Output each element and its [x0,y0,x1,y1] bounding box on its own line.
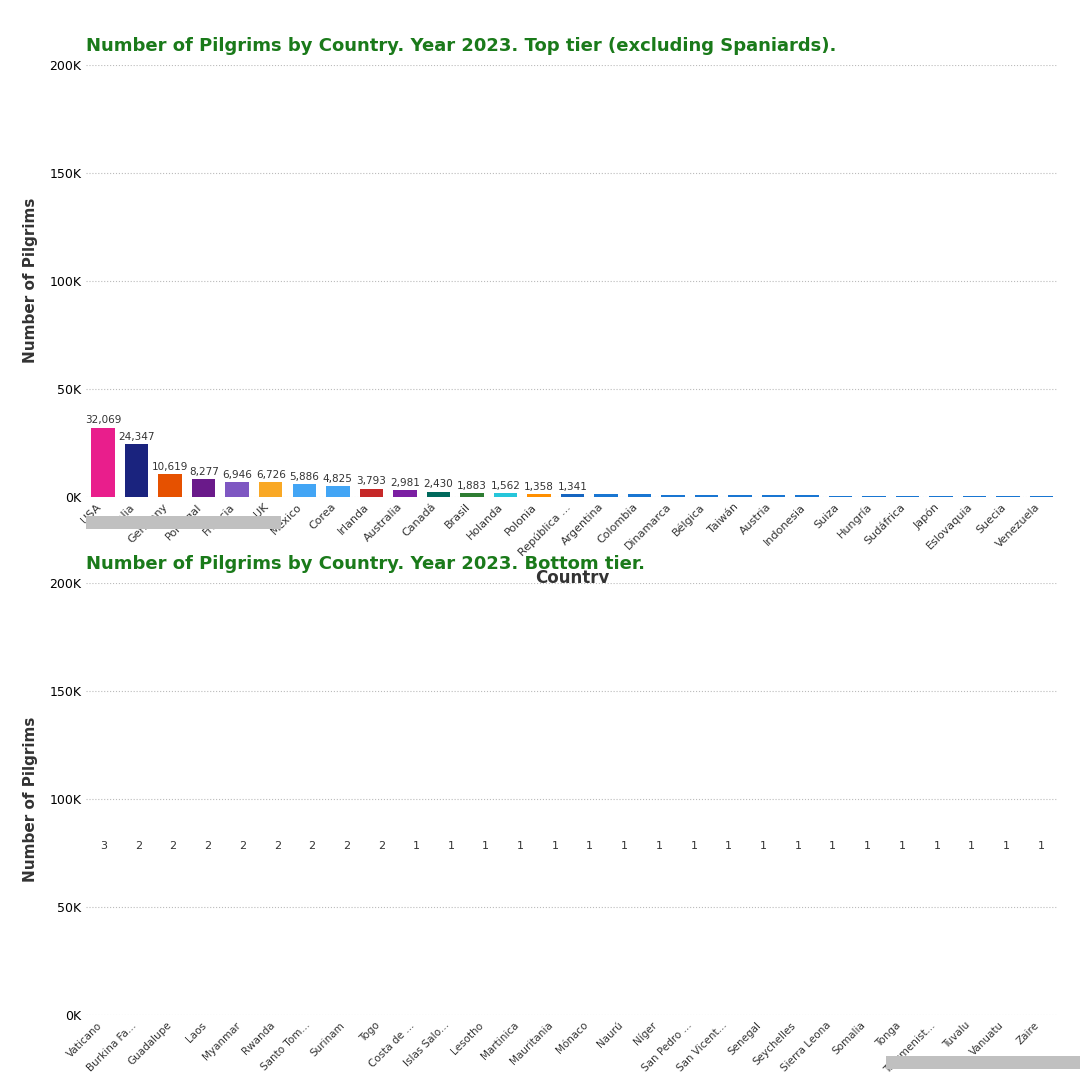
Text: 10,619: 10,619 [152,462,188,472]
Bar [92,428,114,497]
Bar [661,495,685,497]
Text: 1: 1 [933,841,941,851]
Text: 1: 1 [795,841,801,851]
Text: 2: 2 [239,841,246,851]
Bar [125,444,148,497]
Bar [862,496,886,497]
Text: 1: 1 [482,841,489,851]
Text: 2: 2 [343,841,350,851]
Text: 1: 1 [968,841,975,851]
Text: 1,562: 1,562 [490,482,521,491]
Bar [728,495,752,497]
Bar [159,474,181,497]
Text: 8,277: 8,277 [189,467,218,476]
Bar [393,490,417,497]
Text: 3,793: 3,793 [356,476,387,486]
Text: 6,946: 6,946 [222,470,252,480]
Text: 4,825: 4,825 [323,474,353,484]
Bar [895,496,919,497]
Text: 2: 2 [135,841,143,851]
Text: 1: 1 [899,841,906,851]
Y-axis label: Number of Pilgrims: Number of Pilgrims [24,716,39,882]
Bar [561,494,584,497]
Text: 2: 2 [204,841,212,851]
Text: 2: 2 [378,841,386,851]
Bar [259,483,283,497]
Bar [326,486,350,497]
Bar [694,495,718,497]
Bar [192,478,215,497]
Bar [828,496,852,497]
Text: 1: 1 [586,841,593,851]
Bar [795,496,819,497]
Text: 1: 1 [552,841,558,851]
Text: 2,430: 2,430 [423,480,454,489]
X-axis label: Country: Country [536,569,609,586]
Text: 1: 1 [690,841,698,851]
Text: 1,358: 1,358 [524,482,554,491]
Bar [226,482,249,497]
Bar [460,492,484,497]
Text: 1: 1 [621,841,627,851]
Text: 1: 1 [656,841,663,851]
Text: 1: 1 [829,841,836,851]
Text: 1: 1 [725,841,732,851]
Text: Number of Pilgrims by Country. Year 2023. Bottom tier.: Number of Pilgrims by Country. Year 2023… [86,555,646,573]
Text: 2,981: 2,981 [390,478,420,488]
Text: 1: 1 [760,841,767,851]
Text: 5,886: 5,886 [289,472,320,482]
Bar [494,494,517,497]
Bar [627,495,651,497]
Text: 32,069: 32,069 [85,416,121,426]
Y-axis label: Number of Pilgrims: Number of Pilgrims [24,198,39,364]
Text: 24,347: 24,347 [119,432,154,442]
Bar [527,494,551,497]
Bar [293,484,316,497]
Text: 1: 1 [864,841,870,851]
Text: 1: 1 [413,841,420,851]
Bar [427,491,450,497]
Text: 1: 1 [1003,841,1010,851]
Text: 1,883: 1,883 [457,481,487,490]
Text: 1,341: 1,341 [557,482,588,491]
Text: 1: 1 [517,841,524,851]
Text: 2: 2 [273,841,281,851]
Text: 2: 2 [309,841,315,851]
Bar [761,496,785,497]
Text: 1: 1 [1038,841,1044,851]
Bar [360,488,383,497]
Text: 1: 1 [447,841,455,851]
Text: 3: 3 [100,841,107,851]
Text: 6,726: 6,726 [256,470,286,481]
Text: Number of Pilgrims by Country. Year 2023. Top tier (excluding Spaniards).: Number of Pilgrims by Country. Year 2023… [86,37,837,55]
Bar [594,495,618,497]
Text: 2: 2 [170,841,177,851]
